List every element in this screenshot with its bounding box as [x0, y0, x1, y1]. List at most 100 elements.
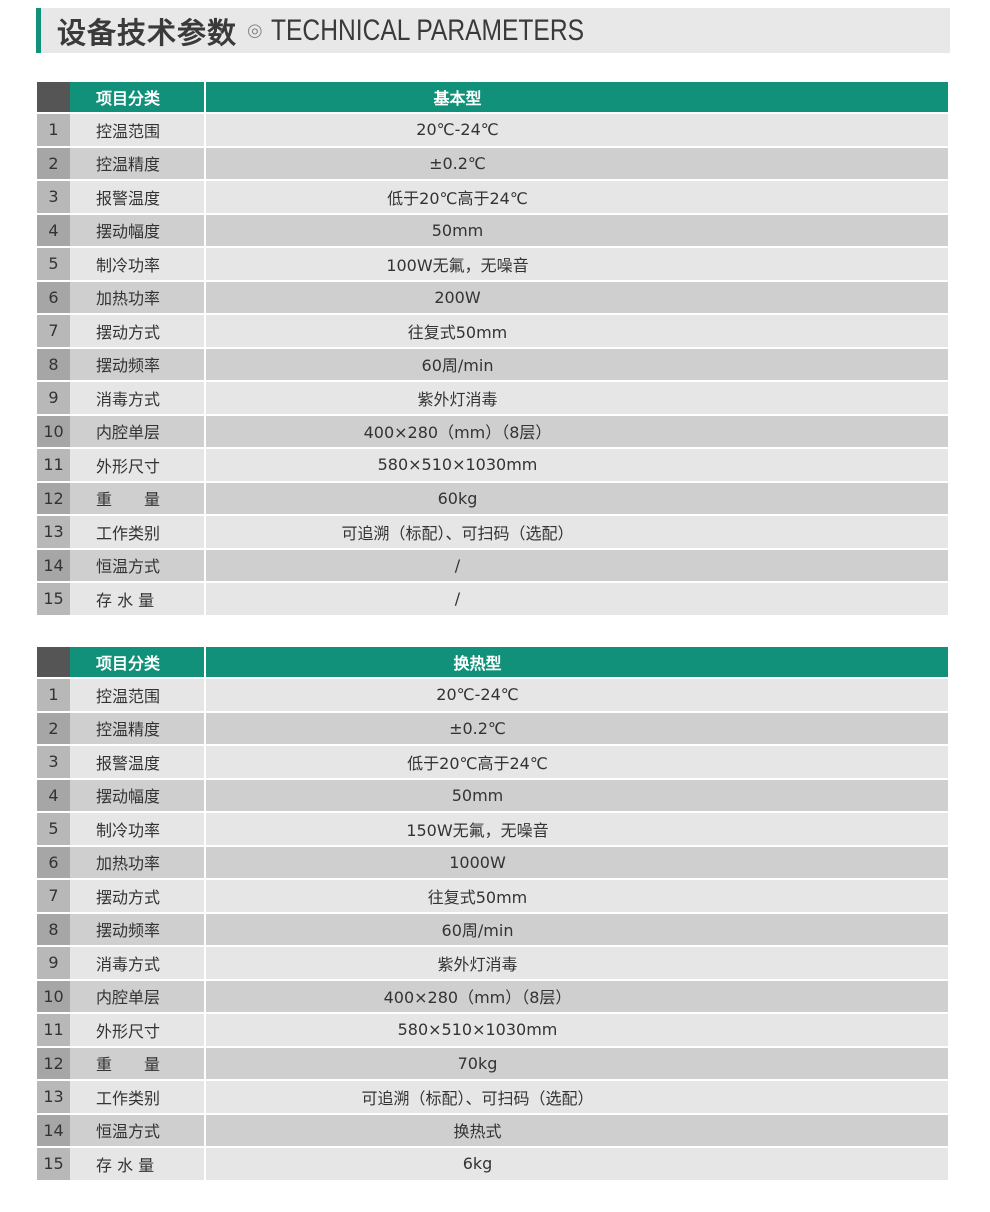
- row-label: 存 水 量: [70, 1148, 206, 1180]
- row-number: 6: [37, 281, 70, 313]
- row-label: 控温精度: [70, 147, 206, 179]
- table-row: 13 工作类别 可追溯（标配）、可扫码（选配）: [37, 1081, 948, 1115]
- row-value: 1000W: [206, 846, 948, 878]
- table-row: 14 恒温方式 /: [37, 549, 948, 583]
- row-label: 重 量: [70, 1047, 206, 1079]
- table-row: 1 控温范围 20℃-24℃: [37, 679, 948, 713]
- table-row: 9 消毒方式 紫外灯消毒: [37, 947, 948, 981]
- row-value: 20℃-24℃: [206, 114, 948, 146]
- row-number: 5: [37, 813, 70, 845]
- table-row: 5 制冷功率 100W无氟，无噪音: [37, 248, 948, 282]
- row-number: 10: [37, 980, 70, 1012]
- row-label: 恒温方式: [70, 1114, 206, 1146]
- bullseye-icon: ◎: [247, 20, 263, 41]
- row-label: 制冷功率: [70, 248, 206, 280]
- row-value: 低于20℃高于24℃: [206, 746, 948, 778]
- table-header: 项目分类 基本型: [37, 82, 948, 114]
- row-number: 3: [37, 181, 70, 213]
- table-row: 13 工作类别 可追溯（标配）、可扫码（选配）: [37, 516, 948, 550]
- header-label-cell: 项目分类: [70, 82, 206, 112]
- header-value-cell: 换热型: [206, 647, 948, 677]
- row-label: 存 水 量: [70, 583, 206, 615]
- row-number: 13: [37, 516, 70, 548]
- row-label: 摆动幅度: [70, 214, 206, 246]
- row-label: 摆动幅度: [70, 779, 206, 811]
- table-row: 8 摆动频率 60周/min: [37, 913, 948, 947]
- row-value: 580×510×1030mm: [206, 449, 948, 481]
- table-header: 项目分类 换热型: [37, 647, 948, 679]
- row-value: 往复式50mm: [206, 880, 948, 912]
- row-number: 11: [37, 1014, 70, 1046]
- table-row: 14 恒温方式 换热式: [37, 1114, 948, 1148]
- row-value: 60kg: [206, 482, 948, 514]
- table-row: 12 重 量 70kg: [37, 1047, 948, 1081]
- table-row: 10 内腔单层 400×280（mm）（8层）: [37, 980, 948, 1014]
- row-value: 580×510×1030mm: [206, 1014, 948, 1046]
- row-number: 9: [37, 947, 70, 979]
- row-number: 7: [37, 315, 70, 347]
- header-number-cell: [37, 647, 70, 677]
- row-label: 摆动方式: [70, 315, 206, 347]
- section-title-bar: 设备技术参数 ◎ TECHNICAL PARAMETERS: [36, 8, 950, 53]
- row-number: 4: [37, 214, 70, 246]
- header-label-cell: 项目分类: [70, 647, 206, 677]
- table-row: 6 加热功率 1000W: [37, 846, 948, 880]
- row-label: 摆动频率: [70, 913, 206, 945]
- row-number: 14: [37, 549, 70, 581]
- row-number: 15: [37, 583, 70, 615]
- table-row: 1 控温范围 20℃-24℃: [37, 114, 948, 148]
- row-value: /: [206, 583, 948, 615]
- row-value: 60周/min: [206, 913, 948, 945]
- row-label: 消毒方式: [70, 947, 206, 979]
- title-accent-bar: [36, 8, 41, 53]
- row-value: 200W: [206, 281, 948, 313]
- table-row: 11 外形尺寸 580×510×1030mm: [37, 1014, 948, 1048]
- table-row: 9 消毒方式 紫外灯消毒: [37, 382, 948, 416]
- table-row: 3 报警温度 低于20℃高于24℃: [37, 181, 948, 215]
- row-value: 紫外灯消毒: [206, 382, 948, 414]
- row-value: 400×280（mm）（8层）: [206, 415, 948, 447]
- row-label: 恒温方式: [70, 549, 206, 581]
- spec-table-basic: 项目分类 基本型 1 控温范围 20℃-24℃ 2 控温精度 ±0.2℃ 3 报警温度 低于20℃高…: [37, 82, 948, 617]
- row-value: 低于20℃高于24℃: [206, 181, 948, 213]
- table-row: 5 制冷功率 150W无氟，无噪音: [37, 813, 948, 847]
- row-label: 消毒方式: [70, 382, 206, 414]
- header-value-cell: 基本型: [206, 82, 948, 112]
- row-number: 3: [37, 746, 70, 778]
- table-row: 15 存 水 量 6kg: [37, 1148, 948, 1182]
- row-value: 50mm: [206, 214, 948, 246]
- row-number: 1: [37, 679, 70, 711]
- row-number: 13: [37, 1081, 70, 1113]
- table-row: 3 报警温度 低于20℃高于24℃: [37, 746, 948, 780]
- spec-table-heat-exchange: 项目分类 换热型 1 控温范围 20℃-24℃ 2 控温精度 ±0.2℃ 3 报警温度 低于20℃高…: [37, 647, 948, 1182]
- row-value: 150W无氟，无噪音: [206, 813, 948, 845]
- row-number: 11: [37, 449, 70, 481]
- table-row: 7 摆动方式 往复式50mm: [37, 315, 948, 349]
- row-number: 2: [37, 712, 70, 744]
- row-label: 制冷功率: [70, 813, 206, 845]
- row-number: 8: [37, 348, 70, 380]
- row-value: ±0.2℃: [206, 712, 948, 744]
- table-row: 8 摆动频率 60周/min: [37, 348, 948, 382]
- row-number: 7: [37, 880, 70, 912]
- table-row: 12 重 量 60kg: [37, 482, 948, 516]
- table-row: 7 摆动方式 往复式50mm: [37, 880, 948, 914]
- row-value: 换热式: [206, 1114, 948, 1146]
- row-value: 20℃-24℃: [206, 679, 948, 711]
- row-number: 6: [37, 846, 70, 878]
- title-english: TECHNICAL PARAMETERS: [270, 13, 584, 47]
- row-number: 12: [37, 482, 70, 514]
- row-number: 14: [37, 1114, 70, 1146]
- row-value: /: [206, 549, 948, 581]
- row-value: 70kg: [206, 1047, 948, 1079]
- row-value: ±0.2℃: [206, 147, 948, 179]
- row-value: 6kg: [206, 1148, 948, 1180]
- row-label: 外形尺寸: [70, 1014, 206, 1046]
- row-number: 5: [37, 248, 70, 280]
- table-row: 2 控温精度 ±0.2℃: [37, 712, 948, 746]
- row-label: 加热功率: [70, 846, 206, 878]
- row-label: 控温范围: [70, 679, 206, 711]
- row-number: 8: [37, 913, 70, 945]
- row-label: 外形尺寸: [70, 449, 206, 481]
- table-row: 11 外形尺寸 580×510×1030mm: [37, 449, 948, 483]
